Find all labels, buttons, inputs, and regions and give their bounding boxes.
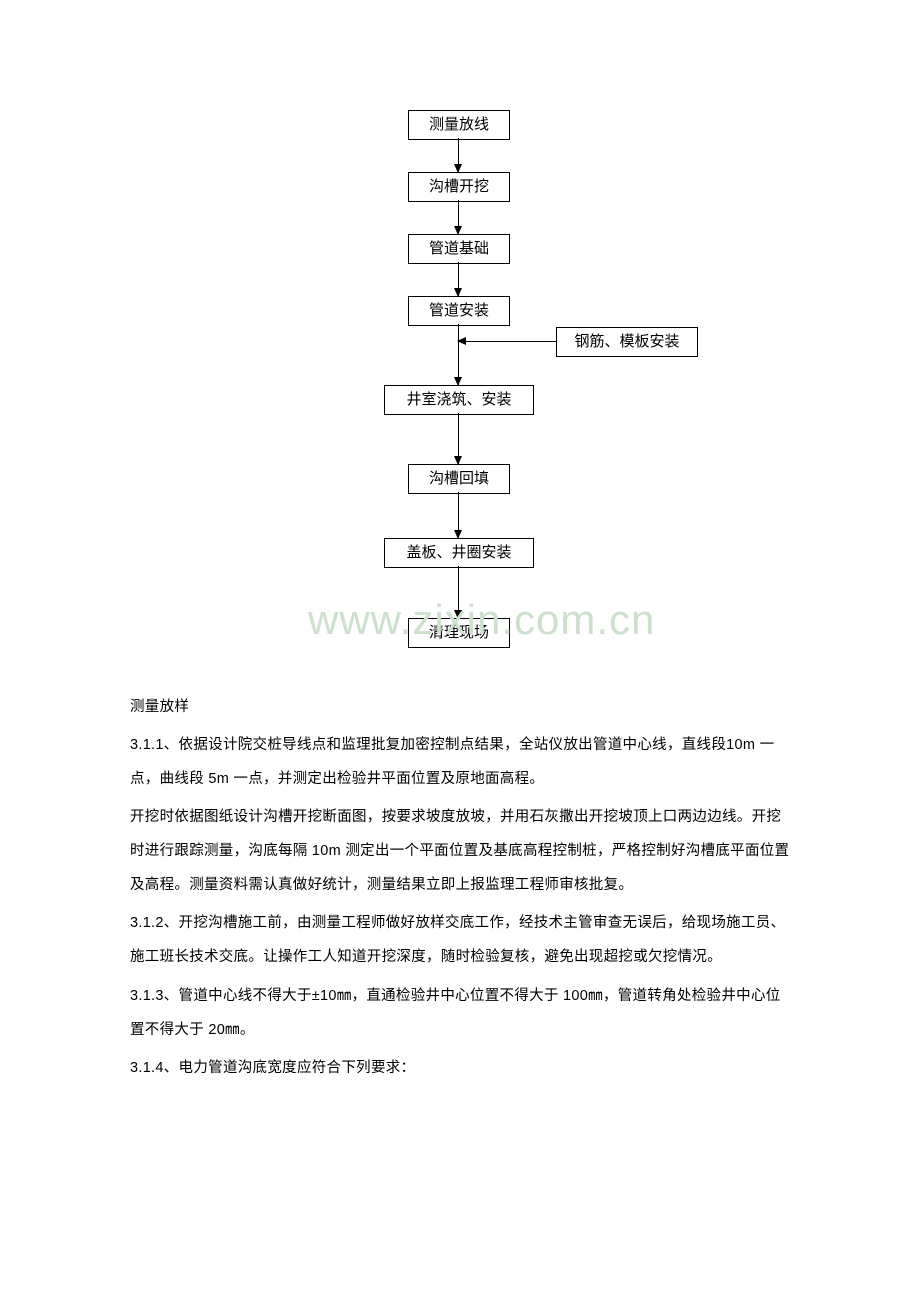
flow-arrow xyxy=(458,200,459,234)
flow-node: 钢筋、模板安装 xyxy=(556,327,698,357)
flow-arrow xyxy=(458,324,459,385)
flow-arrow xyxy=(458,341,556,342)
flow-arrow xyxy=(458,138,459,172)
flow-node: 井室浇筑、安装 xyxy=(384,385,534,415)
page: 测量放线 沟槽开挖 管道基础 管道安装 钢筋、模板安装 井室浇筑、安装 沟槽回填… xyxy=(0,0,920,1145)
paragraph: 3.1.3、管道中心线不得大于±10㎜，直通检验井中心位置不得大于 100㎜，管… xyxy=(130,979,790,1047)
flow-node: 管道基础 xyxy=(408,234,510,264)
flow-node: 测量放线 xyxy=(408,110,510,140)
flow-node: 清理现场 xyxy=(408,618,510,648)
flow-arrow xyxy=(458,492,459,538)
section-heading: 测量放样 xyxy=(130,690,790,724)
body-text: 测量放样 3.1.1、依据设计院交桩导线点和监理批复加密控制点结果，全站仪放出管… xyxy=(130,690,790,1085)
flow-node: 沟槽回填 xyxy=(408,464,510,494)
paragraph: 3.1.1、依据设计院交桩导线点和监理批复加密控制点结果，全站仪放出管道中心线，… xyxy=(130,728,790,796)
flow-arrow xyxy=(458,262,459,296)
flow-node: 沟槽开挖 xyxy=(408,172,510,202)
flow-arrow xyxy=(458,566,459,618)
paragraph: 开挖时依据图纸设计沟槽开挖断面图，按要求坡度放坡，并用石灰撒出开挖坡顶上口两边边… xyxy=(130,800,790,902)
flowchart: 测量放线 沟槽开挖 管道基础 管道安装 钢筋、模板安装 井室浇筑、安装 沟槽回填… xyxy=(260,110,660,650)
flow-node: 盖板、井圈安装 xyxy=(384,538,534,568)
paragraph: 3.1.2、开挖沟槽施工前，由测量工程师做好放样交底工作，经技术主管审查无误后，… xyxy=(130,906,790,974)
flow-arrow xyxy=(458,413,459,464)
paragraph: 3.1.4、电力管道沟底宽度应符合下列要求： xyxy=(130,1051,790,1085)
flow-node: 管道安装 xyxy=(408,296,510,326)
